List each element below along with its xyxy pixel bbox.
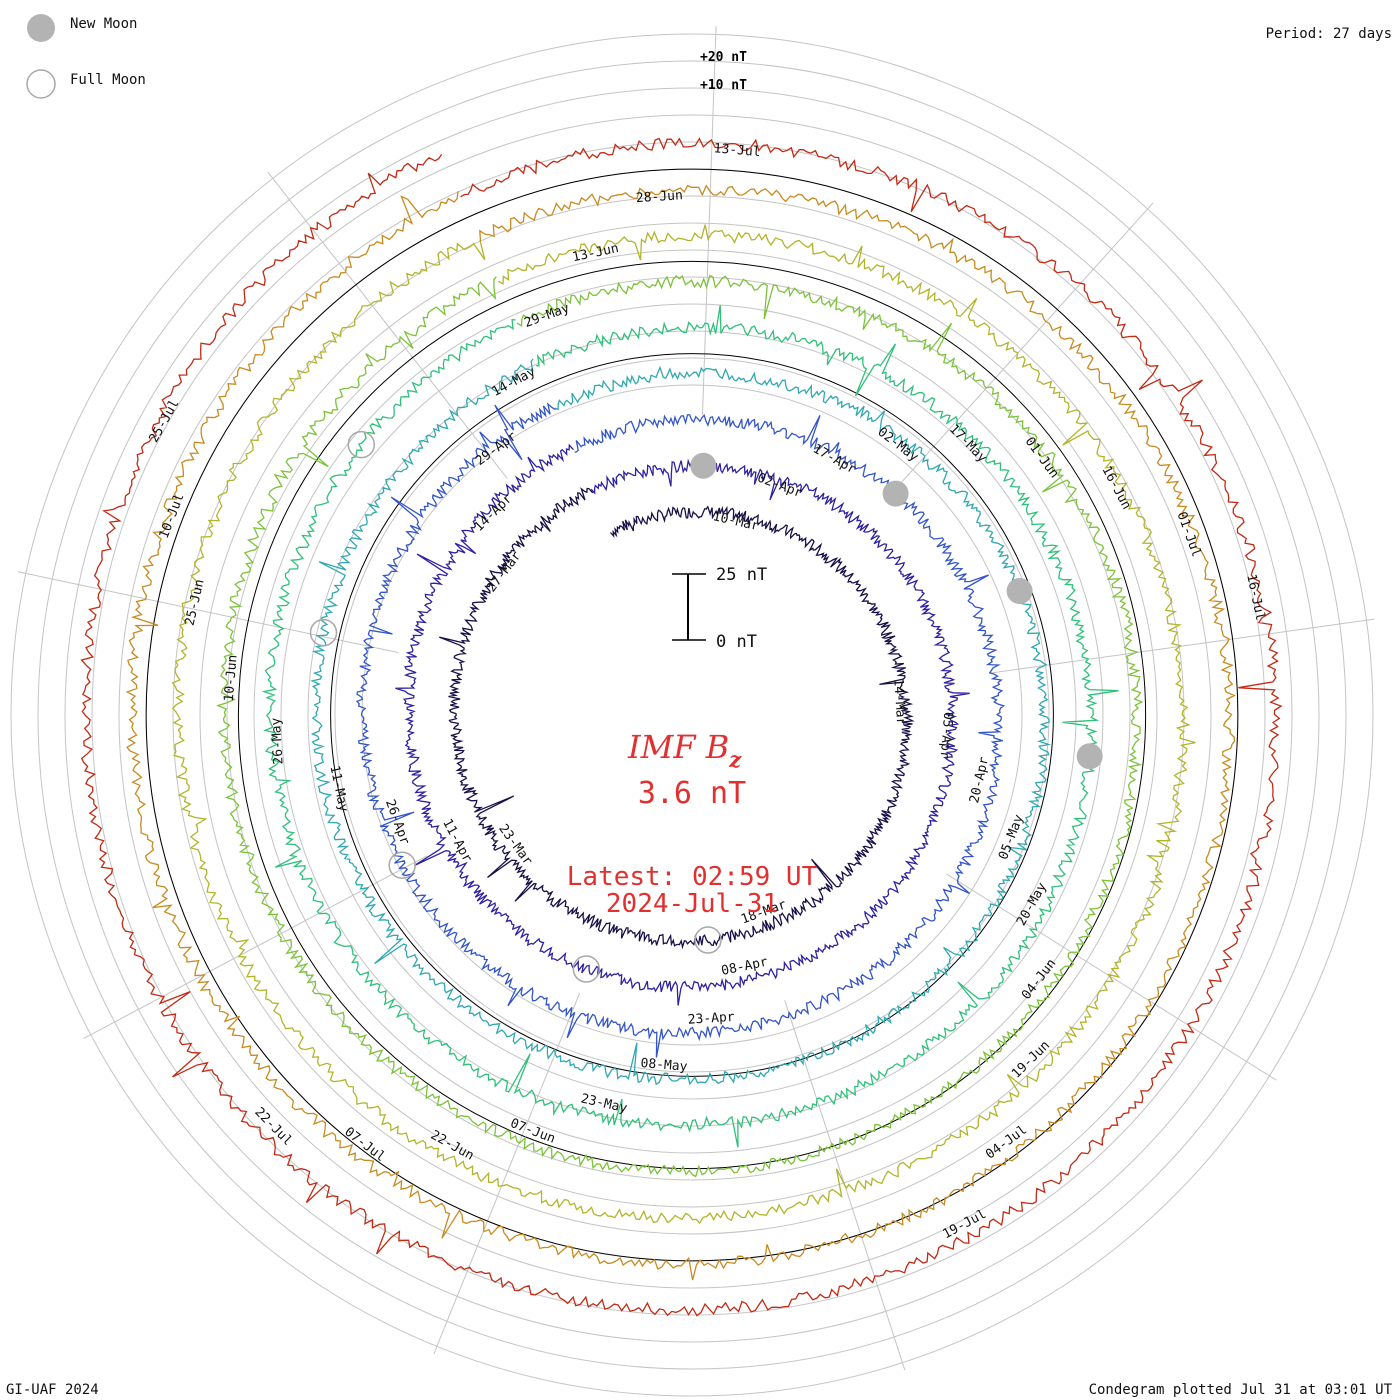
baseline-ring	[145, 168, 1239, 1262]
ring-label-plus20: +20 nT	[700, 50, 747, 65]
grid-ring	[253, 276, 1131, 1154]
plotted-label: Condegram plotted Jul 31 at 03:01 UT	[1089, 1382, 1393, 1398]
spiral-trace-rot-4	[310, 358, 1052, 1086]
day-label: 26-May	[269, 717, 287, 765]
scale-bottom-label: 0 nT	[716, 632, 757, 652]
day-label: 23-Apr	[687, 1010, 735, 1028]
day-label: 28-Jun	[635, 188, 683, 206]
new-moon-legend-label: New Moon	[70, 16, 137, 32]
grid-ring	[37, 60, 1347, 1370]
spiral-trace-rot-3	[355, 402, 1006, 1058]
baseline-ring	[330, 353, 1054, 1077]
grid-ring	[64, 87, 1320, 1343]
day-label: 05-May	[996, 812, 1027, 861]
chart-title-subscript: z	[728, 747, 742, 772]
day-label: 08-May	[640, 1056, 688, 1075]
spiral-trace-rot-6	[216, 274, 1144, 1178]
grid-layer	[10, 26, 1375, 1397]
grid-ring	[91, 114, 1293, 1316]
grid-ring	[334, 357, 1050, 1073]
spiral-trace-rot-7	[171, 224, 1196, 1224]
latest-time: Latest: 02:59 UT	[567, 862, 818, 892]
grid-ring	[280, 303, 1104, 1127]
day-label: 13-Jun	[571, 241, 620, 265]
grid-ring	[10, 33, 1374, 1397]
day-label: 02-Apr	[755, 470, 804, 501]
spiral-trace-rot-8	[125, 184, 1236, 1281]
grid-ring	[145, 168, 1239, 1262]
current-value: 3.6 nT	[638, 776, 746, 811]
day-label: 10-Jun	[222, 654, 241, 702]
day-label: 19-Jun	[1009, 1038, 1053, 1082]
grid-spoke	[989, 618, 1375, 674]
day-label: 25-Jul	[147, 397, 183, 445]
day-label: 17-May	[946, 422, 990, 466]
day-label: 16-Jul	[1243, 573, 1267, 622]
moon-layer	[309, 430, 1103, 983]
grid-ring	[172, 195, 1212, 1235]
full-moon-legend-icon	[26, 69, 56, 99]
chart-title-main: IMF B	[627, 728, 729, 766]
period-label: Period: 27 days	[1266, 26, 1392, 42]
grid-ring	[199, 222, 1185, 1208]
day-label: 14-Mar	[890, 678, 908, 726]
day-label: 20-May	[1014, 880, 1050, 928]
grid-spoke	[946, 873, 1277, 1081]
chart-title: IMF Bz	[627, 728, 742, 772]
spiral-trace-rot-1	[439, 487, 915, 950]
ring-label-plus10: +10 nT	[700, 78, 747, 93]
grid-spoke	[267, 171, 508, 479]
new-moon-legend-icon	[27, 14, 55, 42]
grid-spoke	[892, 202, 1154, 493]
day-label: 17-Apr	[810, 441, 858, 477]
new-moon-marker	[1076, 743, 1103, 770]
full-moon-legend-label: Full Moon	[70, 72, 146, 88]
baseline-ring	[237, 260, 1147, 1170]
day-label: 10-Mar	[711, 509, 760, 534]
spiral-trace-rot-2	[395, 443, 970, 1006]
day-label: 13-Jul	[713, 141, 761, 160]
full-moon-marker	[347, 430, 376, 459]
day-label: 14-May	[490, 364, 539, 399]
scale-bar	[672, 573, 706, 641]
scale-top-label: 25 nT	[716, 565, 767, 585]
grid-spoke	[701, 26, 717, 416]
spiral-trace-rot-5	[261, 305, 1119, 1148]
day-label: 29-May	[522, 301, 571, 331]
new-moon-marker	[1006, 578, 1033, 604]
full-moon-marker	[694, 926, 722, 954]
grid-ring	[118, 141, 1266, 1289]
day-label: 05-Apr	[937, 711, 956, 759]
trace-layer	[80, 137, 1283, 1317]
full-moon-marker	[388, 851, 416, 879]
grid-ring	[307, 330, 1077, 1100]
day-label: 01-Jun	[1022, 434, 1062, 481]
full-moon-marker	[572, 955, 601, 983]
spiral-trace-rot-9	[80, 137, 1283, 1317]
day-label: 11-Apr	[439, 817, 474, 866]
grid-ring	[361, 384, 1023, 1046]
day-label: 04-Jun	[1019, 956, 1059, 1002]
new-moon-marker	[690, 452, 717, 479]
day-label: 19-Jul	[940, 1207, 988, 1242]
day-label: 04-Jul	[983, 1123, 1030, 1163]
credit-label: GI-UAF 2024	[6, 1382, 99, 1398]
day-label: 22-Jun	[428, 1128, 476, 1164]
latest-date: 2024-Jul-31	[606, 889, 778, 919]
day-label: 07-Jun	[508, 1116, 557, 1147]
grid-spoke	[83, 855, 428, 1039]
grid-ring	[226, 249, 1158, 1181]
full-moon-marker	[309, 618, 338, 647]
new-moon-marker	[882, 480, 909, 507]
day-label: 11-May	[326, 764, 350, 813]
